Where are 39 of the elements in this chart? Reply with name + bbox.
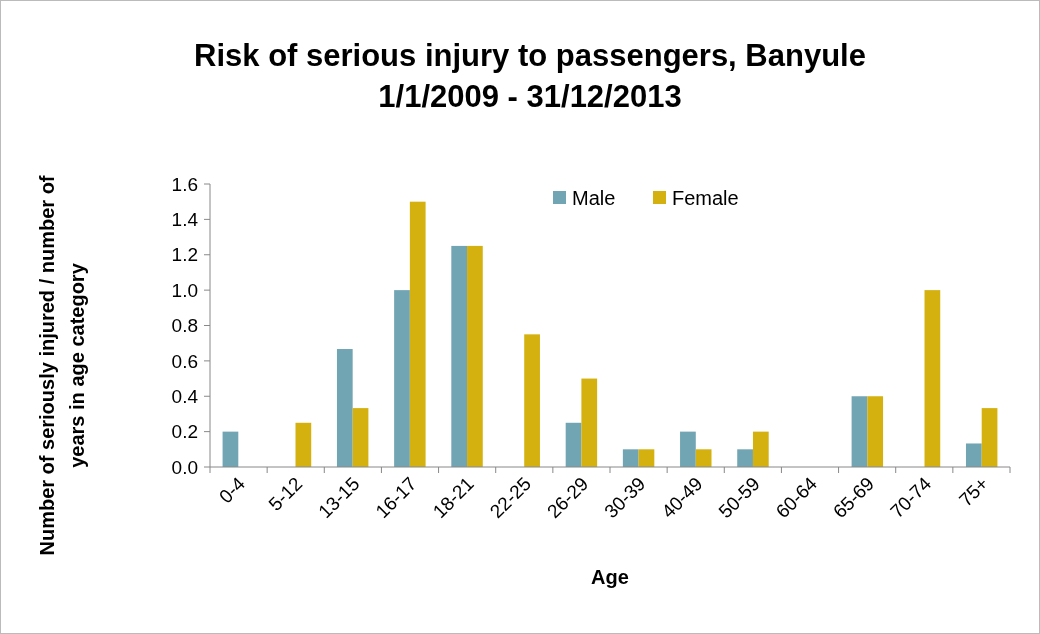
x-tick-label: 75+	[954, 472, 993, 511]
bar	[965, 443, 982, 467]
bar	[851, 396, 868, 467]
bar	[295, 422, 312, 467]
legend-label: Female	[672, 187, 739, 209]
x-tick-label: 5-12	[264, 472, 307, 515]
bar	[638, 449, 655, 467]
bar	[336, 349, 353, 467]
y-axis-title: Number of seriously injured / number of years in age category	[36, 175, 88, 556]
bar	[565, 422, 582, 467]
bar	[695, 449, 712, 467]
y-tick-label: 1.6	[171, 173, 198, 195]
y-tick-label: 1.4	[171, 209, 199, 231]
y-tick-label: 1.2	[171, 244, 198, 266]
bar	[352, 408, 369, 467]
y-tick-label: 1.0	[171, 279, 198, 301]
x-tick-label: 0-4	[214, 472, 250, 508]
bar	[467, 245, 483, 467]
bar	[867, 396, 884, 467]
bar	[981, 408, 998, 467]
bar	[222, 431, 239, 467]
bar	[409, 201, 426, 467]
y-tick-label: 0.2	[171, 421, 198, 443]
x-axis-title: Age	[591, 566, 629, 588]
y-tick-label: 0.8	[171, 315, 198, 337]
y-tick-label: 0.4	[171, 385, 199, 407]
legend-label: Male	[572, 187, 616, 209]
bar	[737, 449, 753, 467]
bar	[924, 290, 941, 467]
bar	[524, 334, 540, 467]
bar	[622, 449, 639, 467]
bar	[581, 378, 598, 467]
bar	[451, 245, 468, 467]
bar	[752, 431, 769, 467]
y-tick-label: 0.0	[171, 456, 198, 478]
bar	[394, 290, 410, 467]
chart-title: Risk of serious injury to passengers, Banyule 1/1/2009 - 31/12/2013	[194, 38, 866, 114]
bar	[680, 431, 696, 467]
y-tick-label: 0.6	[171, 350, 198, 372]
